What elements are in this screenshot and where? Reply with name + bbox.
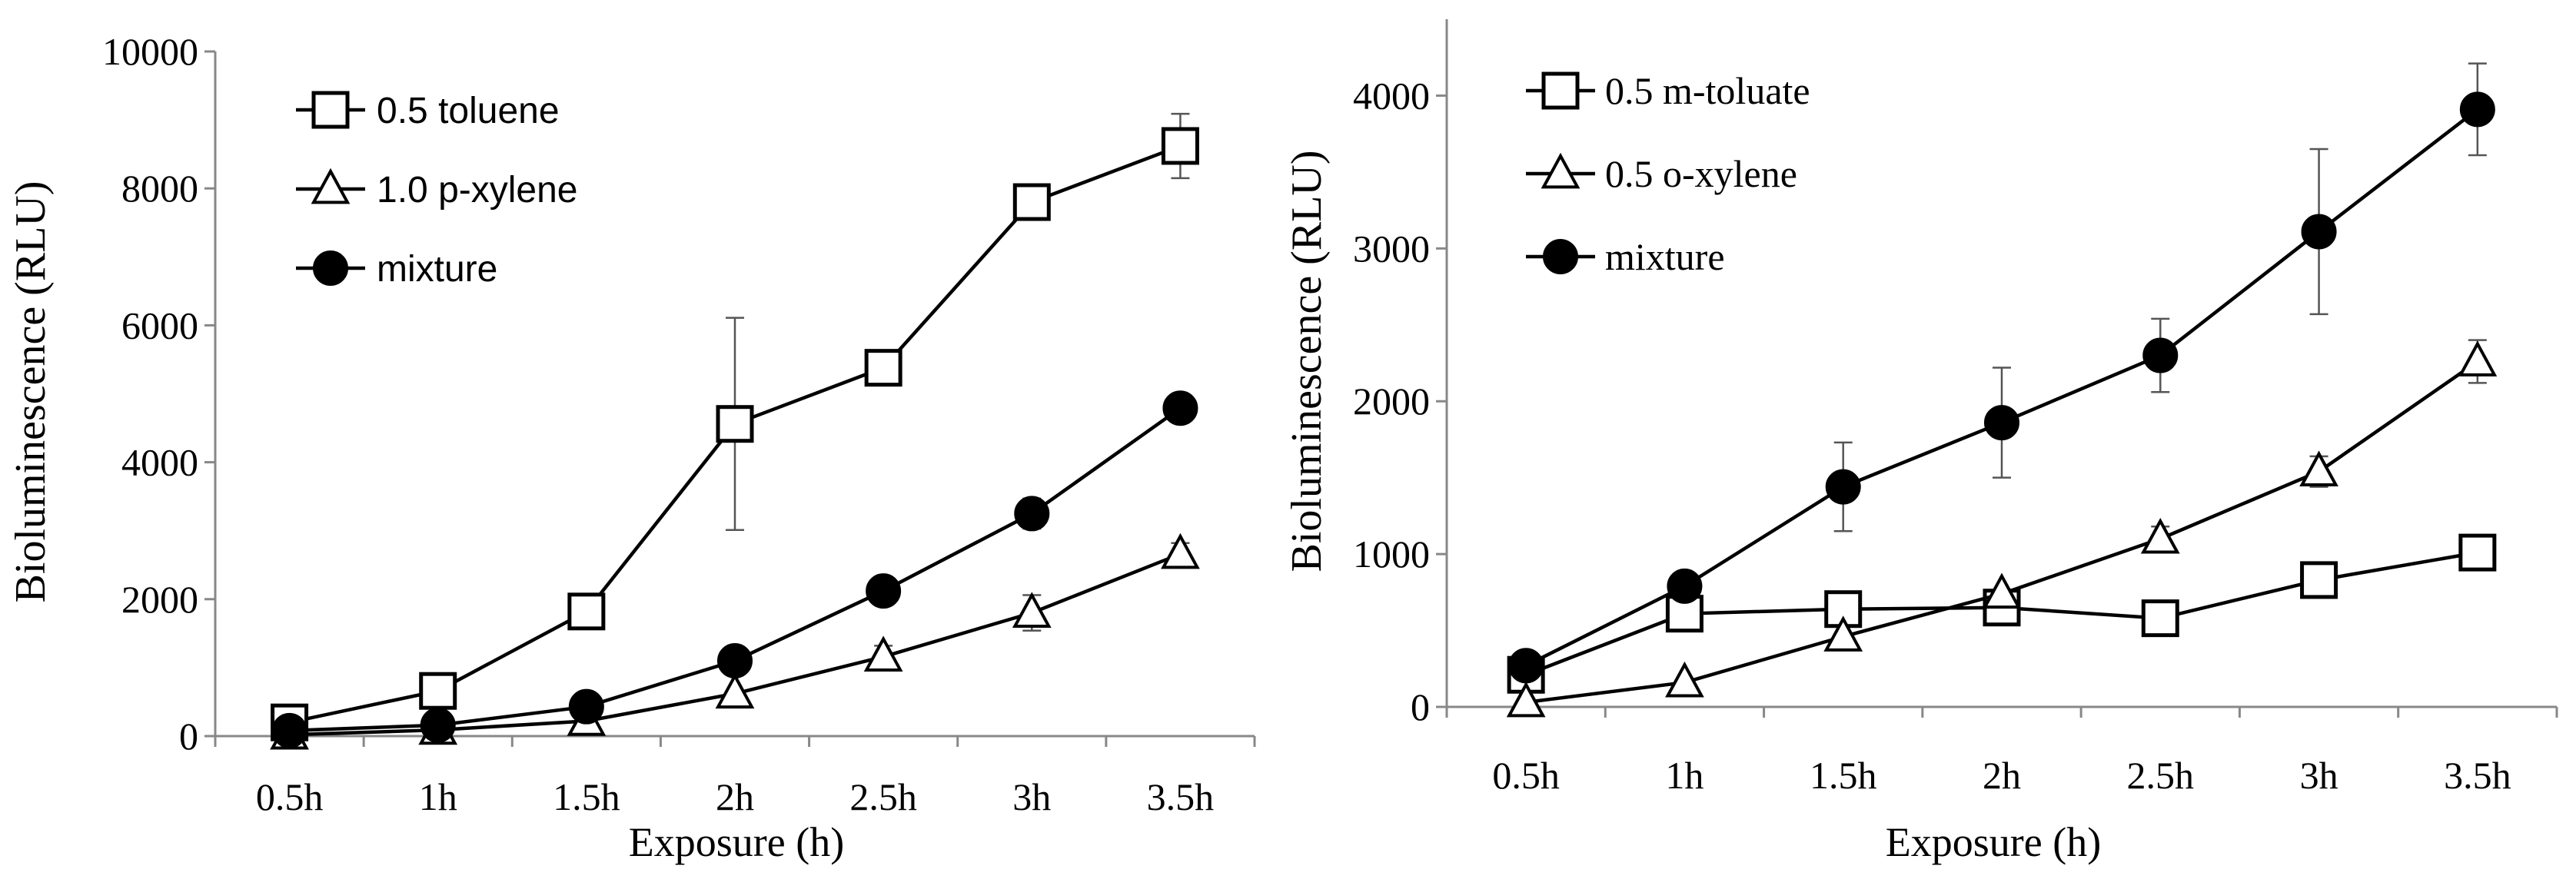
data-point bbox=[1014, 496, 1050, 532]
data-point bbox=[1012, 592, 1052, 628]
data-point bbox=[2459, 91, 2495, 128]
x-tick-label: 1h bbox=[1665, 754, 1703, 797]
legend-marker bbox=[1541, 71, 1580, 110]
data-point bbox=[2458, 533, 2497, 572]
data-point bbox=[2458, 340, 2498, 376]
data-point bbox=[863, 635, 903, 672]
data-point bbox=[2300, 561, 2338, 599]
x-tick-label: 3.5h bbox=[2444, 754, 2511, 797]
y-tick-label: 2000 bbox=[121, 578, 198, 621]
y-tick-label: 0 bbox=[1411, 685, 1430, 728]
y-tick-label: 6000 bbox=[121, 304, 198, 347]
legend-entry: 0.5 m-toluate bbox=[1526, 69, 1810, 112]
data-point bbox=[1506, 681, 1546, 718]
data-point bbox=[271, 712, 307, 748]
data-point bbox=[2142, 337, 2179, 373]
x-tick-label: 1.5h bbox=[1810, 754, 1877, 797]
data-point bbox=[1162, 390, 1198, 426]
data-point bbox=[1984, 405, 2019, 441]
legend-label: 1.0 p-xylene bbox=[377, 170, 578, 211]
data-point bbox=[419, 672, 457, 710]
data-point bbox=[568, 688, 604, 725]
data-point bbox=[2141, 599, 2179, 638]
y-tick-label: 1000 bbox=[1353, 532, 1430, 576]
series-0-5-m-toluate bbox=[1507, 533, 2497, 694]
legend-label: mixture bbox=[377, 249, 497, 290]
y-axis-label: Bioluminescence (RLU) bbox=[1283, 151, 1331, 572]
x-tick-label: 0.5h bbox=[256, 775, 324, 818]
x-tick-label: 2.5h bbox=[2127, 754, 2195, 797]
x-tick-label: 1.5h bbox=[553, 775, 620, 818]
y-tick-label: 4000 bbox=[1353, 74, 1430, 117]
data-point bbox=[864, 349, 902, 387]
legend-entry: mixture bbox=[1526, 235, 1725, 278]
legend-entry: 0.5 o-xylene bbox=[1526, 152, 1797, 195]
data-point bbox=[420, 707, 456, 743]
legend-marker bbox=[1541, 152, 1581, 189]
data-point bbox=[1665, 661, 1704, 698]
legend-entry: 0.5 toluene bbox=[296, 91, 560, 131]
x-axis-label: Exposure (h) bbox=[629, 819, 844, 865]
data-point bbox=[866, 573, 902, 609]
legend-marker bbox=[313, 250, 348, 286]
data-point bbox=[1161, 532, 1200, 569]
data-point bbox=[1508, 648, 1544, 684]
legend-entry: 1.0 p-xylene bbox=[296, 168, 578, 211]
data-point bbox=[567, 592, 606, 631]
data-point bbox=[2301, 214, 2337, 250]
series-1-0-p-xylene bbox=[270, 532, 1200, 750]
legend-label: mixture bbox=[1605, 235, 1725, 278]
x-tick-label: 1h bbox=[419, 775, 457, 818]
y-tick-label: 2000 bbox=[1353, 380, 1430, 423]
data-point bbox=[1012, 183, 1051, 221]
data-point bbox=[715, 672, 755, 709]
x-tick-label: 2h bbox=[716, 775, 754, 818]
series-mixture bbox=[271, 390, 1198, 748]
chart-1: 0 2000 4000 6000 8000 10000 0.5h 1h 1.5h 2h 2.5h 3h… bbox=[7, 30, 1256, 865]
series-mixture bbox=[1508, 62, 2495, 684]
x-tick-label: 2h bbox=[1983, 754, 2021, 797]
data-point bbox=[1161, 127, 1199, 165]
data-point bbox=[2299, 450, 2338, 487]
x-tick-label: 2.5h bbox=[849, 775, 917, 818]
legend-marker bbox=[311, 168, 351, 204]
legend-marker bbox=[311, 91, 350, 129]
y-tick-label: 8000 bbox=[121, 167, 198, 210]
data-point bbox=[1825, 469, 1861, 505]
y-tick-label: 4000 bbox=[121, 441, 198, 484]
x-tick-label: 3.5h bbox=[1147, 775, 1215, 818]
x-tick-label: 3h bbox=[1012, 775, 1051, 818]
series-0-5-o-xylene bbox=[1506, 339, 2498, 718]
x-tick-label: 0.5h bbox=[1492, 754, 1560, 797]
y-axis-label: Bioluminescence (RLU) bbox=[7, 181, 55, 603]
legend-marker bbox=[1543, 239, 1578, 274]
x-axis-label: Exposure (h) bbox=[1886, 819, 2101, 865]
y-tick-label: 0 bbox=[179, 715, 198, 758]
legend-label: 0.5 toluene bbox=[377, 91, 560, 131]
data-point bbox=[1823, 615, 1863, 652]
x-tick-label: 3h bbox=[2300, 754, 2338, 797]
legend-label: 0.5 o-xylene bbox=[1605, 152, 1797, 195]
data-point bbox=[716, 405, 754, 443]
chart-2: 0 1000 2000 3000 4000 0.5h 1h 1.5h 2h 2.5h 3h 3.5h E… bbox=[1283, 19, 2558, 865]
data-point bbox=[1982, 572, 2022, 609]
legend-entry: mixture bbox=[296, 249, 497, 290]
data-point bbox=[2140, 517, 2180, 554]
y-tick-label: 10000 bbox=[102, 30, 198, 73]
data-point bbox=[1667, 568, 1703, 604]
y-tick-label: 3000 bbox=[1353, 227, 1430, 270]
data-point bbox=[717, 642, 753, 678]
legend-label: 0.5 m-toluate bbox=[1605, 69, 1810, 112]
